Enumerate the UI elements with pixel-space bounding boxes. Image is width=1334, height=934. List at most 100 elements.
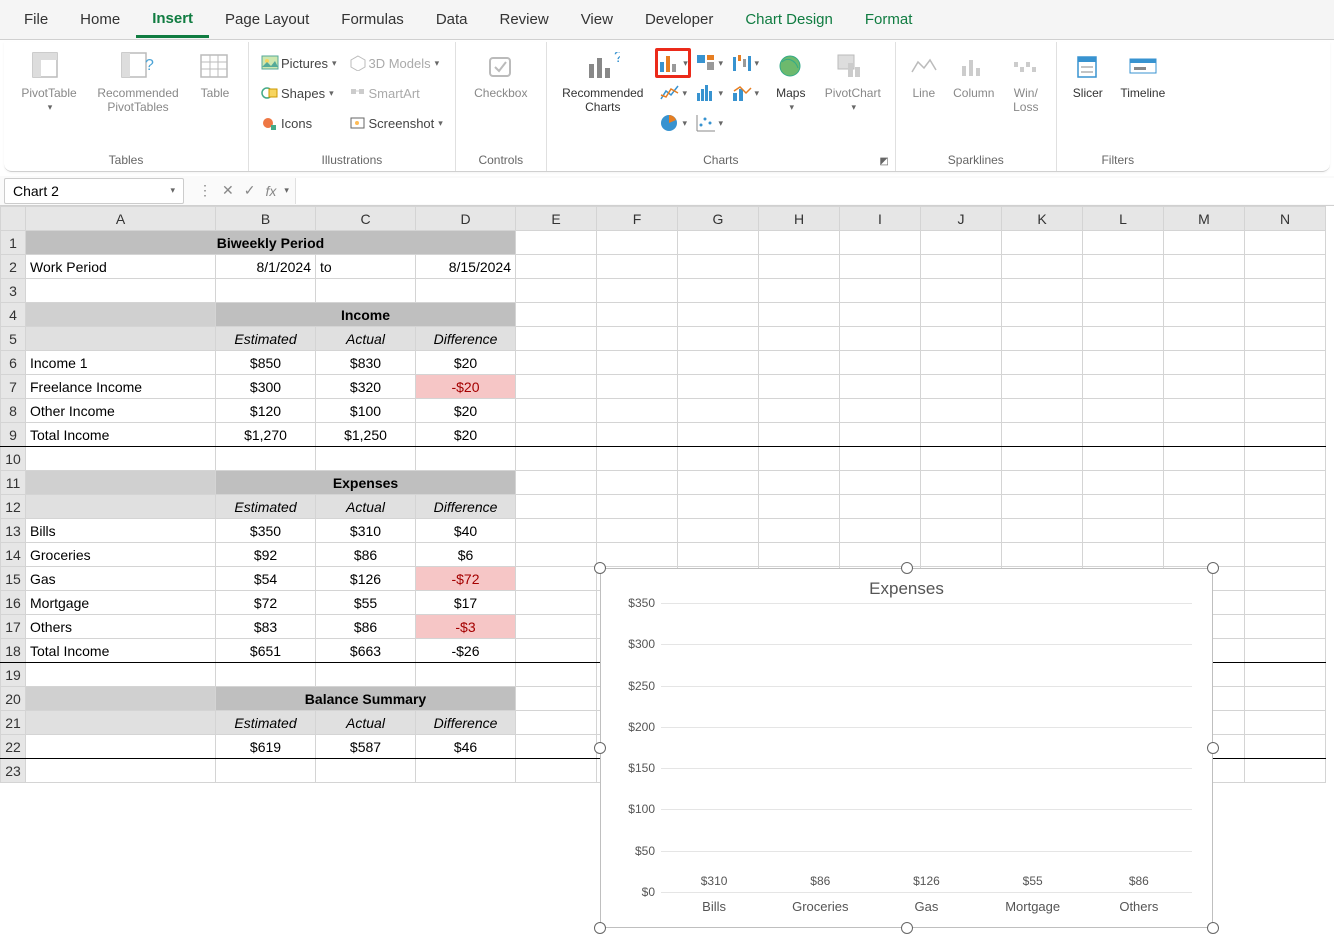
cell[interactable]: Biweekly Period [26,231,516,255]
cell[interactable] [516,447,597,471]
cell[interactable] [759,543,840,567]
cell[interactable]: $619 [216,735,316,759]
cell[interactable]: $86 [316,543,416,567]
pivottable-button[interactable]: PivotTable ▾ [12,48,86,115]
insert-hierarchy-chart-button[interactable]: ▾ [691,48,727,78]
cell[interactable] [1002,375,1083,399]
3dmodels-button[interactable]: 3D Models▾ [345,48,447,78]
cell[interactable] [416,447,516,471]
row-header-1[interactable]: 1 [1,231,26,255]
cell[interactable] [26,279,216,303]
col-header-A[interactable]: A [26,207,216,231]
cell[interactable] [216,663,316,687]
cell[interactable] [1083,375,1164,399]
cell[interactable] [1002,423,1083,447]
col-header-N[interactable]: N [1245,207,1326,231]
cell[interactable] [1245,423,1326,447]
cell[interactable] [597,399,678,423]
cell[interactable]: Difference [416,711,516,735]
cell[interactable] [516,327,597,351]
cell[interactable]: Other Income [26,399,216,423]
cell[interactable] [516,303,597,327]
cell[interactable] [840,327,921,351]
cell[interactable] [759,423,840,447]
cell[interactable]: -$26 [416,639,516,663]
cell[interactable] [759,351,840,375]
cell[interactable]: Work Period [26,255,216,279]
cell[interactable] [921,279,1002,303]
cell[interactable] [26,759,216,783]
sparkline-column-button[interactable]: Column [948,48,1000,102]
cell[interactable] [1164,495,1245,519]
cell[interactable]: $54 [216,567,316,591]
cell[interactable] [597,351,678,375]
cell[interactable] [921,519,1002,543]
cell[interactable] [678,375,759,399]
cell[interactable] [1164,447,1245,471]
col-header-L[interactable]: L [1083,207,1164,231]
cell[interactable] [216,759,316,783]
cell[interactable]: $830 [316,351,416,375]
cell[interactable] [516,375,597,399]
cell[interactable] [678,447,759,471]
chart-object[interactable]: Expenses $0$50$100$150$200$250$300$350$3… [600,568,1213,928]
cell[interactable]: Actual [316,711,416,735]
cell[interactable] [597,255,678,279]
insert-statistic-chart-button[interactable]: ▾ [691,78,727,108]
cell[interactable] [921,375,1002,399]
cell[interactable]: Groceries [26,543,216,567]
cell[interactable] [1245,639,1326,663]
cell[interactable]: $20 [416,423,516,447]
chart-bar-Mortgage[interactable]: $55 [1003,874,1063,892]
cell[interactable] [516,471,597,495]
cell[interactable] [1002,471,1083,495]
cell[interactable]: $1,270 [216,423,316,447]
cell[interactable]: Mortgage [26,591,216,615]
cell[interactable] [516,231,597,255]
cell[interactable] [1164,231,1245,255]
cell[interactable] [921,423,1002,447]
cell[interactable] [1164,519,1245,543]
cell[interactable] [840,255,921,279]
cell[interactable] [1083,327,1164,351]
col-header-M[interactable]: M [1164,207,1245,231]
cell[interactable] [1083,303,1164,327]
cell[interactable]: $20 [416,351,516,375]
cell[interactable] [26,471,216,495]
cell[interactable] [597,423,678,447]
cell[interactable]: $83 [216,615,316,639]
cell[interactable] [678,423,759,447]
row-header-21[interactable]: 21 [1,711,26,735]
cell[interactable] [1245,711,1326,735]
cell[interactable] [1245,687,1326,711]
cell[interactable] [1245,231,1326,255]
fx-button[interactable]: fx [261,183,280,199]
cell[interactable] [597,495,678,519]
tab-format[interactable]: Format [849,3,929,36]
cell[interactable] [678,399,759,423]
tab-home[interactable]: Home [64,3,136,36]
insert-combo-chart-button[interactable]: ▾ [727,78,763,108]
shapes-button[interactable]: Shapes▾ [257,78,341,108]
cell[interactable] [759,231,840,255]
row-header-19[interactable]: 19 [1,663,26,687]
cell[interactable] [316,447,416,471]
cell[interactable]: $126 [316,567,416,591]
cell[interactable] [516,567,597,591]
cell[interactable] [26,303,216,327]
cell[interactable]: $320 [316,375,416,399]
resize-handle-tm[interactable] [901,562,913,574]
recommended-pivottables-button[interactable]: ? Recommended PivotTables [90,48,186,116]
col-header-G[interactable]: G [678,207,759,231]
cell[interactable] [516,735,597,759]
insert-line-chart-button[interactable]: ▾ [655,78,691,108]
cell[interactable] [516,759,597,783]
cell[interactable] [1245,663,1326,687]
cell[interactable] [1002,351,1083,375]
cell[interactable] [678,351,759,375]
cell[interactable]: $663 [316,639,416,663]
sparkline-line-button[interactable]: Line [904,48,944,102]
cell[interactable] [26,711,216,735]
row-header-14[interactable]: 14 [1,543,26,567]
cell[interactable] [1164,375,1245,399]
